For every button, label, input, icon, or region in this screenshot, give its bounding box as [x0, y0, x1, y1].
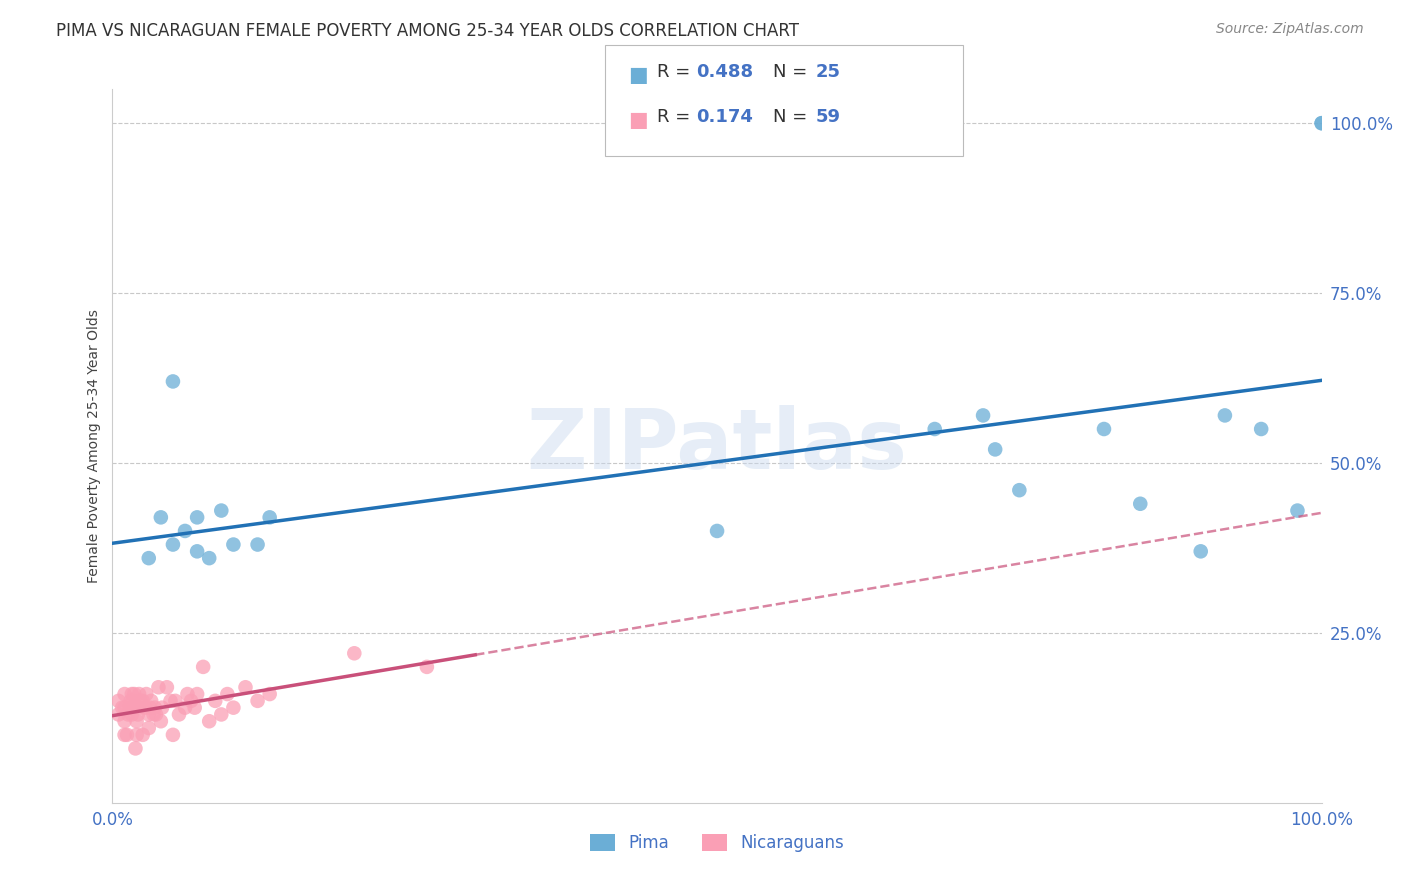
Point [186, 510, 208, 524]
Point [141, 694, 163, 708]
Text: ■: ■ [628, 110, 648, 129]
Point [138, 707, 160, 722]
Text: ZIPatlas: ZIPatlas [527, 406, 907, 486]
Point [125, 714, 148, 729]
Point [159, 694, 181, 708]
Text: N =: N = [773, 108, 813, 126]
Text: R =: R = [657, 108, 696, 126]
Point [143, 700, 166, 714]
Point [107, 694, 129, 708]
Point [142, 707, 165, 722]
Point [1213, 409, 1236, 423]
Point [132, 694, 155, 708]
Point [145, 707, 167, 722]
Point [217, 687, 239, 701]
Point [138, 721, 160, 735]
Point [149, 510, 172, 524]
Text: 25: 25 [815, 63, 841, 81]
Point [984, 442, 1007, 457]
Point [259, 687, 281, 701]
Point [191, 660, 214, 674]
Point [120, 700, 142, 714]
Point [139, 700, 162, 714]
Text: 0.174: 0.174 [696, 108, 752, 126]
Point [1189, 544, 1212, 558]
Text: PIMA VS NICARAGUAN FEMALE POVERTY AMONG 25-34 YEAR OLDS CORRELATION CHART: PIMA VS NICARAGUAN FEMALE POVERTY AMONG … [56, 22, 799, 40]
Point [174, 700, 197, 714]
Point [162, 537, 184, 551]
Point [183, 700, 205, 714]
Text: 59: 59 [815, 108, 841, 126]
Text: R =: R = [657, 63, 696, 81]
Point [120, 694, 142, 708]
Point [246, 694, 269, 708]
Point [209, 707, 232, 722]
Point [135, 687, 157, 701]
Point [209, 503, 232, 517]
Point [198, 714, 221, 729]
Point [114, 700, 136, 714]
Point [167, 707, 190, 722]
Point [114, 728, 136, 742]
Point [127, 707, 149, 722]
Text: ■: ■ [628, 65, 648, 85]
Point [204, 694, 226, 708]
Point [1286, 503, 1309, 517]
Point [1310, 116, 1333, 130]
Point [156, 680, 179, 694]
Point [924, 422, 946, 436]
Point [117, 707, 139, 722]
Point [1310, 116, 1333, 130]
Point [114, 714, 136, 729]
Point [122, 694, 145, 708]
Point [138, 551, 160, 566]
Point [222, 537, 245, 551]
Point [115, 728, 138, 742]
Point [1129, 497, 1152, 511]
Point [1092, 422, 1115, 436]
Point [198, 551, 221, 566]
Point [186, 544, 208, 558]
Point [124, 741, 146, 756]
Point [162, 728, 184, 742]
Y-axis label: Female Poverty Among 25-34 Year Olds: Female Poverty Among 25-34 Year Olds [87, 309, 101, 583]
Point [416, 660, 439, 674]
Point [134, 700, 156, 714]
Point [246, 537, 269, 551]
Point [148, 680, 170, 694]
Point [129, 694, 152, 708]
Point [107, 707, 129, 722]
Point [343, 646, 366, 660]
Point [180, 694, 202, 708]
Point [118, 700, 141, 714]
Point [121, 687, 143, 701]
Text: Source: ZipAtlas.com: Source: ZipAtlas.com [1216, 22, 1364, 37]
Point [128, 700, 150, 714]
Point [972, 409, 994, 423]
Point [174, 524, 197, 538]
Point [186, 687, 208, 701]
Point [121, 707, 143, 722]
Point [235, 680, 257, 694]
Point [706, 524, 728, 538]
Text: N =: N = [773, 63, 813, 81]
Point [165, 694, 187, 708]
Point [162, 375, 184, 389]
Point [111, 700, 134, 714]
Point [150, 700, 173, 714]
Point [122, 687, 145, 701]
Point [149, 714, 172, 729]
Point [132, 728, 155, 742]
Point [122, 700, 145, 714]
Point [125, 728, 148, 742]
Point [176, 687, 198, 701]
Point [1250, 422, 1272, 436]
Point [114, 687, 136, 701]
Point [1008, 483, 1031, 498]
Legend: Pima, Nicaraguans: Pima, Nicaraguans [583, 827, 851, 859]
Text: 0.488: 0.488 [696, 63, 754, 81]
Point [259, 510, 281, 524]
Point [128, 687, 150, 701]
Point [222, 700, 245, 714]
